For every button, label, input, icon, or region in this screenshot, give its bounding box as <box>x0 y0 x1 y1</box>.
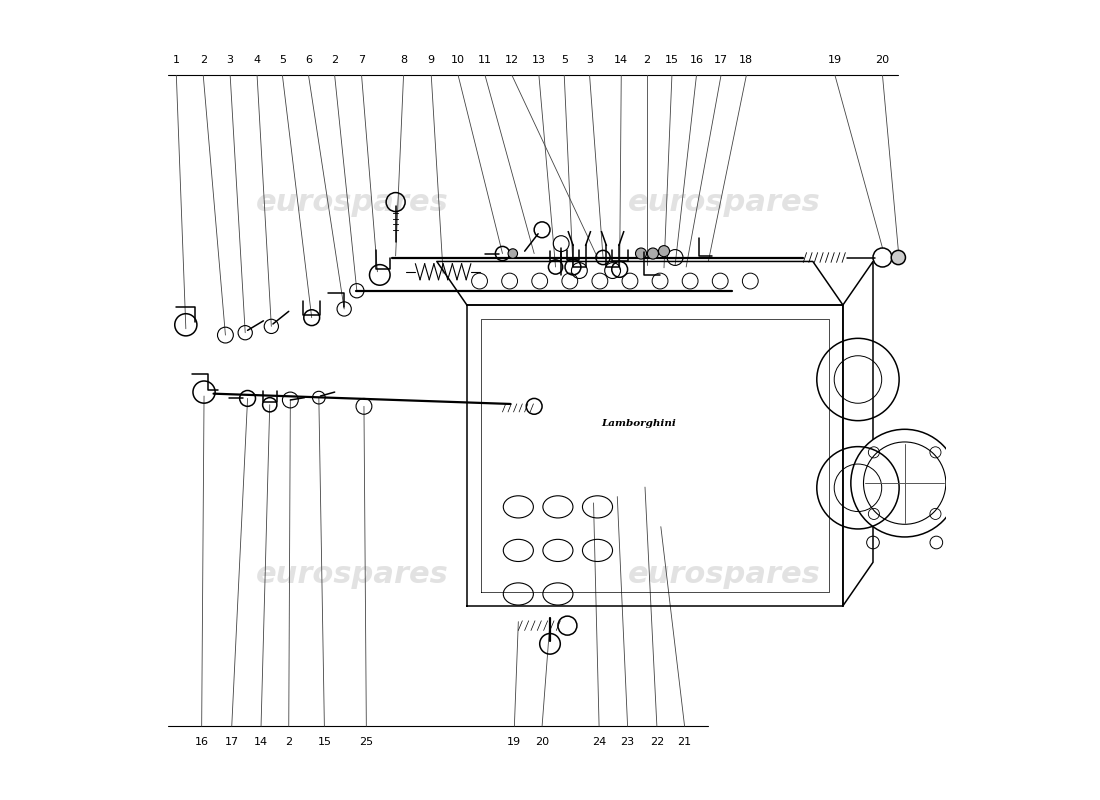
Text: 22: 22 <box>650 737 664 747</box>
Text: 20: 20 <box>535 737 549 747</box>
Text: 3: 3 <box>227 54 233 65</box>
Text: 9: 9 <box>428 54 435 65</box>
Text: 17: 17 <box>224 737 239 747</box>
Text: 24: 24 <box>592 737 606 747</box>
Text: 15: 15 <box>664 54 679 65</box>
Text: 3: 3 <box>586 54 593 65</box>
Text: 2: 2 <box>331 54 338 65</box>
Text: 1: 1 <box>173 54 179 65</box>
Text: 2: 2 <box>644 54 650 65</box>
Text: 10: 10 <box>451 54 465 65</box>
Text: Lamborghini: Lamborghini <box>602 419 676 428</box>
Text: 19: 19 <box>828 54 843 65</box>
Text: 17: 17 <box>714 54 728 65</box>
Text: 19: 19 <box>507 737 521 747</box>
Text: 8: 8 <box>400 54 407 65</box>
Text: 25: 25 <box>360 737 373 747</box>
Text: 11: 11 <box>478 54 492 65</box>
Text: 15: 15 <box>318 737 331 747</box>
Text: 7: 7 <box>358 54 365 65</box>
Text: 5: 5 <box>279 54 286 65</box>
Circle shape <box>891 250 905 265</box>
Circle shape <box>659 246 670 257</box>
Text: 4: 4 <box>253 54 261 65</box>
Text: 21: 21 <box>678 737 692 747</box>
Text: 5: 5 <box>561 54 568 65</box>
Circle shape <box>508 249 517 258</box>
Text: 2: 2 <box>200 54 207 65</box>
Text: 2: 2 <box>285 737 293 747</box>
Circle shape <box>850 430 958 537</box>
Text: eurospares: eurospares <box>628 560 821 589</box>
Text: 14: 14 <box>614 54 628 65</box>
Text: eurospares: eurospares <box>628 187 821 217</box>
Text: 6: 6 <box>305 54 312 65</box>
Text: 18: 18 <box>739 54 754 65</box>
Text: eurospares: eurospares <box>255 560 449 589</box>
Text: eurospares: eurospares <box>255 187 449 217</box>
Text: 16: 16 <box>690 54 704 65</box>
Text: 20: 20 <box>876 54 890 65</box>
Text: 16: 16 <box>195 737 209 747</box>
Text: 23: 23 <box>620 737 635 747</box>
Text: 14: 14 <box>254 737 268 747</box>
Text: 12: 12 <box>505 54 519 65</box>
Circle shape <box>636 248 647 259</box>
Text: 13: 13 <box>532 54 546 65</box>
Circle shape <box>648 248 659 259</box>
